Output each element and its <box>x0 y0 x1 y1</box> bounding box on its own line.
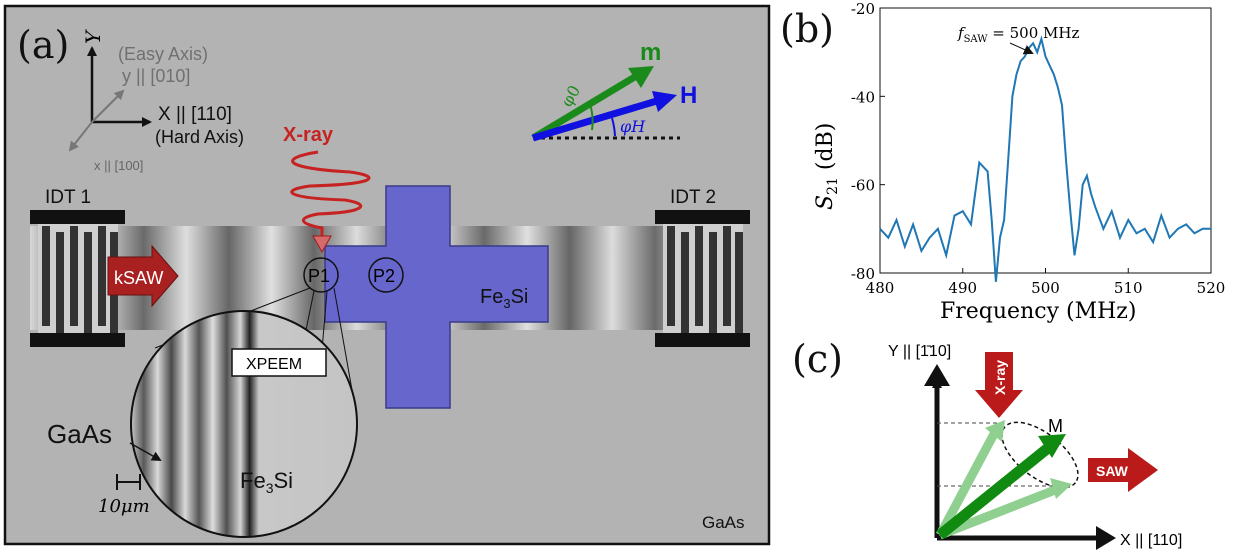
axis-Y-label: Y <box>81 29 105 44</box>
x-tick-label: 490 <box>948 279 977 297</box>
xpeem-label: XPEEM <box>246 356 302 373</box>
scale-bar-label: 10μm <box>98 496 150 517</box>
panel-b: (b) 480 490 500 510 520-20-40-60-80 fSAW = 5… <box>780 0 1225 324</box>
x-axis-label: x || [100] <box>94 158 143 173</box>
H-label: H <box>680 82 697 109</box>
x-axis-title: Frequency (MHz) <box>940 299 1136 324</box>
panel-a-label: (a) <box>17 23 69 67</box>
c-m-label: M <box>1048 416 1063 436</box>
y-tick-label: -60 <box>851 177 875 195</box>
ksaw-label: kSAW <box>114 268 163 288</box>
x-tick-label: 500 <box>1031 279 1060 297</box>
y-tick-label: -20 <box>851 0 875 18</box>
p1-label: P1 <box>308 266 330 286</box>
p2-label: P2 <box>373 266 395 286</box>
m-label: m <box>640 39 661 66</box>
c-y-axis-label: Y || [1̄10] <box>888 343 951 360</box>
panel-c: (c) Y || [1̄10] X || [110] M X-ray SAW <box>792 337 1182 550</box>
y-axis-label: y || [010] <box>122 66 190 86</box>
xray-label: X-ray <box>283 124 334 146</box>
phiH-label: φH <box>620 117 646 136</box>
easy-axis-label: (Easy Axis) <box>118 44 208 64</box>
c-xray-label: X-ray <box>992 360 1008 395</box>
x-tick-label: 520 <box>1197 279 1226 297</box>
x-tick-label: 510 <box>1114 279 1143 297</box>
y-tick-label: -80 <box>851 265 875 283</box>
panel-b-label: (b) <box>780 7 834 51</box>
panel-c-label: (c) <box>792 337 843 381</box>
plot-frame <box>880 8 1211 273</box>
y-axis-title: S21 (dB) <box>813 123 841 210</box>
gaas-corner-label: GaAs <box>702 513 745 532</box>
hard-axis-label: (Hard Axis) <box>155 127 244 147</box>
y-tick-label: -40 <box>851 88 875 106</box>
idt-2-label: IDT 2 <box>670 187 716 208</box>
gaas-inset-label: GaAs <box>47 419 112 449</box>
panel-a: (a) Y (Easy Axis) y || [010] X || [110] … <box>5 6 769 544</box>
idt-2: IDT 2 <box>655 187 750 347</box>
X-axis-label: X || [110] <box>158 104 232 125</box>
c-saw-label: SAW <box>1096 463 1129 479</box>
c-x-axis-label: X || [110] <box>1120 532 1182 549</box>
idt-1-label: IDT 1 <box>45 187 91 208</box>
